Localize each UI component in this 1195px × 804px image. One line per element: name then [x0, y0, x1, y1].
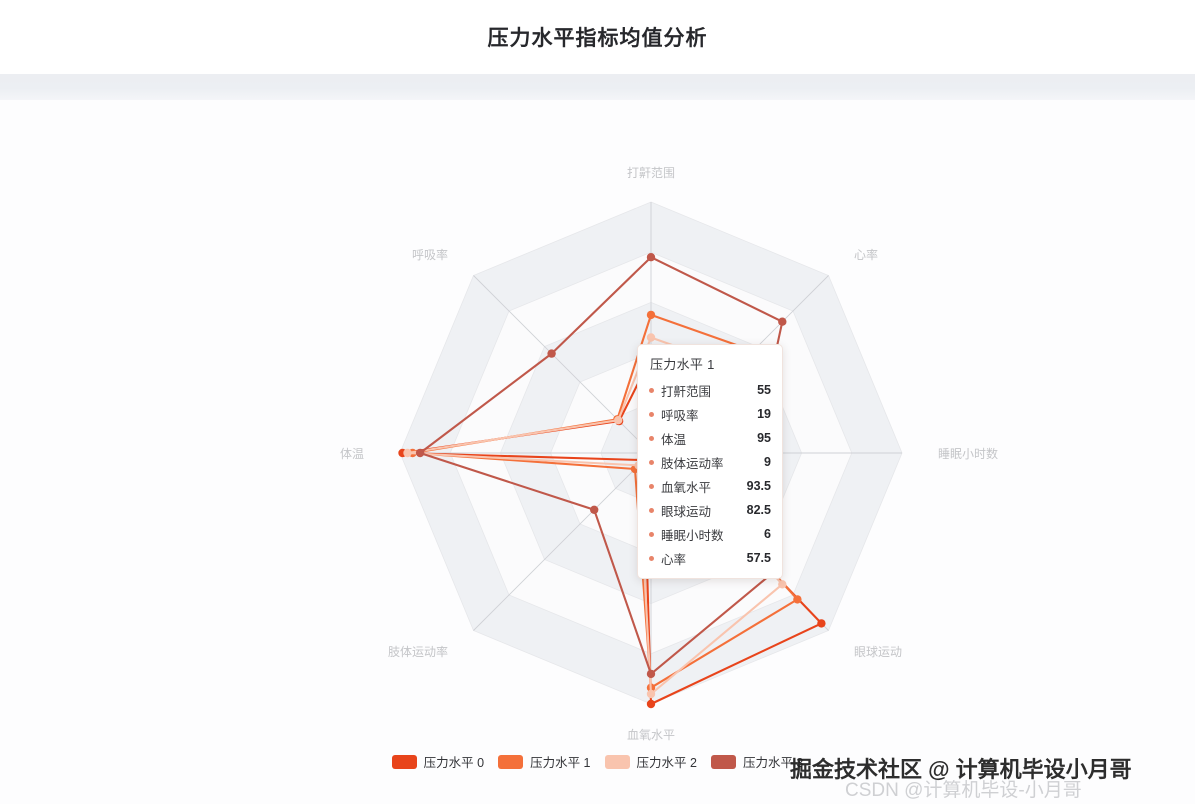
radar-data-point[interactable]	[778, 317, 787, 326]
radar-data-point[interactable]	[646, 333, 656, 342]
radar-axis-label: 血氧水平	[627, 728, 676, 742]
watermark-juejin: 掘金技术社区 @ 计算机毕设小月哥	[790, 757, 1132, 782]
radar-data-point[interactable]	[817, 619, 826, 628]
tooltip-row-name: 心率	[661, 552, 687, 567]
tooltip-row: 眼球运动 82.5	[649, 498, 771, 522]
tooltip-row-value: 9	[764, 455, 771, 469]
tooltip-bullet-icon	[649, 435, 654, 441]
radar-data-point[interactable]	[547, 349, 556, 358]
radar-data-point[interactable]	[646, 310, 656, 320]
tooltip-row-value: 19	[757, 407, 771, 421]
tooltip-row: 血氧水平 93.5	[649, 474, 771, 498]
tooltip-bullet-icon	[649, 483, 654, 489]
tooltip-row: 呼吸率 19	[649, 402, 771, 426]
watermark-csdn: CSDN @计算机毕设-小月哥	[845, 780, 1082, 801]
tooltip-bullet-icon	[649, 555, 654, 561]
radar-axis-label: 睡眠小时数	[938, 447, 999, 461]
tooltip-row-value: 57.5	[746, 551, 771, 565]
legend-item[interactable]: 压力水平 1	[498, 752, 591, 771]
tooltip-row: 睡眠小时数 6	[649, 522, 771, 546]
legend-label: 压力水平 0	[423, 756, 485, 770]
tooltip-bullet-icon	[649, 459, 654, 465]
radar-chart: 打鼾范围 心率 睡眠小时数 眼球运动 血氧水平 肢体运动率 体温 呼吸率	[0, 100, 1195, 804]
legend-swatch-icon	[498, 754, 524, 769]
radar-data-point[interactable]	[778, 580, 787, 589]
legend-label: 压力水平 2	[636, 756, 697, 770]
tooltip-row: 体温 95	[649, 426, 771, 450]
tooltip-row-name: 肢体运动率	[661, 456, 724, 471]
radar-axis-label: 体温	[340, 447, 365, 461]
radar-data-point[interactable]	[403, 448, 412, 458]
legend-item[interactable]: 压力水平 3	[710, 752, 804, 771]
page-header: 压力水平指标均值分析	[0, 0, 1195, 74]
chart-legend[interactable]: 压力水平 0 压力水平 1 压力水平 2 压力水平 3	[0, 752, 1195, 771]
tooltip-row-value: 6	[764, 527, 771, 541]
radar-axis-label: 呼吸率	[412, 248, 449, 262]
radar-axis-label: 肢体运动率	[388, 645, 449, 659]
tooltip-row: 肢体运动率 9	[649, 450, 771, 474]
tooltip-row-value: 93.5	[746, 479, 771, 493]
tooltip-row-name: 眼球运动	[661, 504, 712, 519]
legend-item[interactable]: 压力水平 0	[391, 752, 485, 771]
tooltip-row-name: 体温	[661, 432, 687, 447]
legend-item[interactable]: 压力水平 2	[604, 752, 697, 771]
tooltip-bullet-icon	[649, 507, 654, 513]
tooltip-row: 打鼾范围 55	[649, 378, 771, 402]
legend-swatch-icon	[604, 754, 630, 769]
tooltip-bullet-icon	[649, 531, 654, 537]
tooltip-row-value: 82.5	[746, 503, 771, 517]
header-separator-band	[0, 74, 1195, 100]
tooltip-row-name: 睡眠小时数	[661, 528, 724, 543]
tooltip-rows: 打鼾范围 55 呼吸率 19 体温 95 肢体运动率 9 血氧水平 93.5 眼球运动 82.5 睡眠小…	[649, 378, 771, 570]
legend-swatch-icon	[710, 754, 736, 769]
chart-tooltip: 压力水平 1 打鼾范围 55 呼吸率 19 体温 95 肢体运动率 9 血氧水平 93.5 眼球运动…	[637, 344, 783, 579]
radar-data-point[interactable]	[646, 699, 656, 709]
tooltip-row: 心率 57.5	[649, 546, 771, 570]
radar-axis-label: 心率	[854, 248, 879, 262]
legend-swatch-icon	[391, 754, 417, 769]
radar-data-point[interactable]	[614, 416, 623, 425]
tooltip-row-name: 血氧水平	[661, 480, 712, 495]
radar-data-point[interactable]	[646, 253, 656, 262]
radar-data-point[interactable]	[415, 448, 425, 458]
radar-data-point[interactable]	[590, 505, 599, 514]
tooltip-row-value: 95	[757, 431, 771, 445]
legend-label: 压力水平 3	[742, 756, 804, 770]
radar-data-point[interactable]	[793, 595, 802, 604]
tooltip-row-name: 打鼾范围	[661, 384, 712, 399]
radar-axis-line	[473, 452, 652, 631]
tooltip-row-name: 呼吸率	[661, 408, 699, 423]
radar-axis-label: 打鼾范围	[627, 166, 676, 180]
tooltip-row-value: 55	[757, 383, 771, 397]
radar-data-point[interactable]	[646, 669, 656, 679]
tooltip-title: 压力水平 1	[650, 357, 715, 372]
radar-axis-label: 眼球运动	[854, 645, 903, 659]
tooltip-bullet-icon	[649, 411, 654, 417]
radar-data-point[interactable]	[646, 689, 656, 699]
tooltip-bullet-icon	[649, 387, 654, 393]
radar-chart-svg	[398, 201, 903, 709]
page-title: 压力水平指标均值分析	[487, 27, 708, 50]
legend-label: 压力水平 1	[530, 756, 591, 770]
